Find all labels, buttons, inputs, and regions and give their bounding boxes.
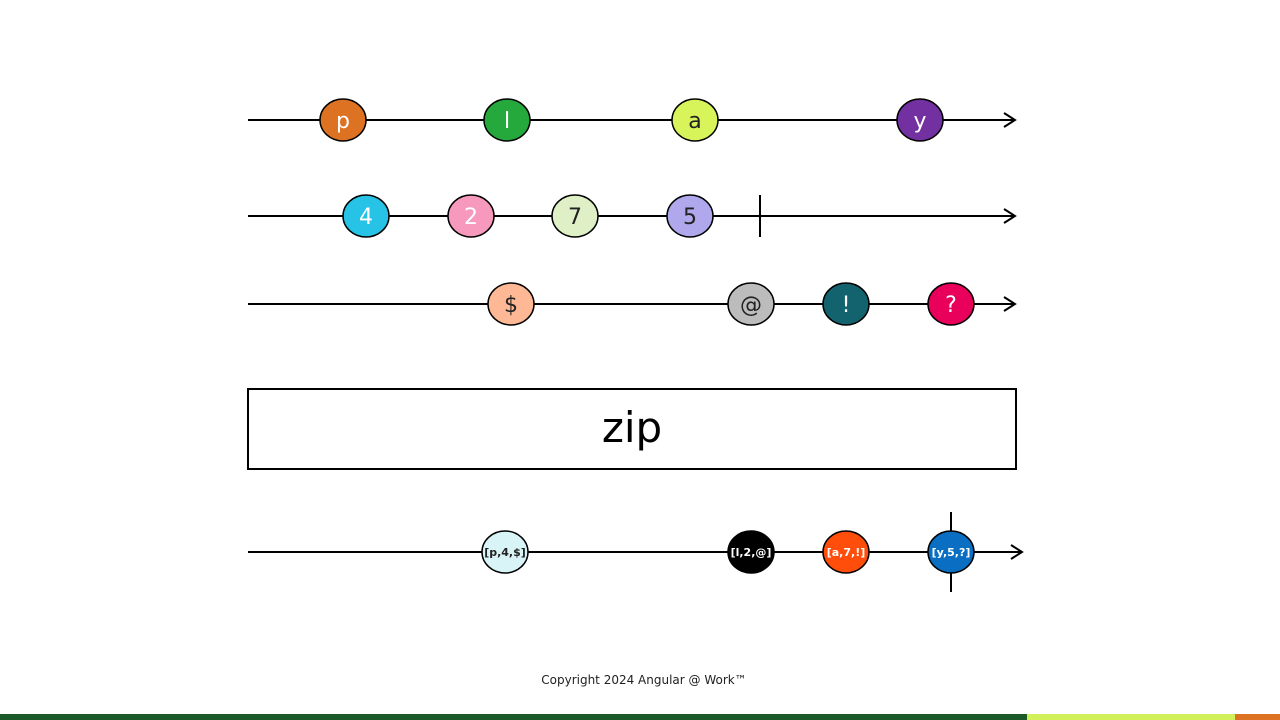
marble: ? (927, 282, 975, 326)
marble-circle (896, 98, 944, 142)
marble-circle (487, 282, 535, 326)
zip-operator-box: zip (247, 388, 1017, 470)
marble-label: 7 (568, 205, 582, 230)
footer-color-bar (0, 714, 1280, 720)
marble-circle (671, 98, 719, 142)
marble-circle (727, 530, 775, 574)
marble-label: $ (504, 293, 518, 318)
footer-bar-green (0, 714, 1027, 720)
marble-label: 2 (464, 205, 478, 230)
marble-circle (822, 530, 870, 574)
stream-input-3: $ @!? (248, 282, 1017, 326)
marble: @ (727, 282, 775, 326)
marble: [p,4,$] (481, 530, 529, 574)
marble-label: @ (740, 293, 762, 318)
marble: $ (487, 282, 535, 326)
marble-label: a (688, 109, 701, 134)
marble: [y,5,?] (927, 530, 975, 574)
marble-label: [p,4,$] (484, 546, 526, 559)
footer-bar-orange (1235, 714, 1280, 720)
marble-circle (551, 194, 599, 238)
operator-label: zip (601, 403, 663, 452)
marble-circle (822, 282, 870, 326)
marble-label: [a,7,!] (827, 546, 866, 559)
copyright-text: Copyright 2024 Angular @ Work™ (541, 673, 747, 687)
marble: a (671, 98, 719, 142)
timeline-arrowhead (1003, 112, 1017, 128)
marble-circle (927, 282, 975, 326)
stream-output: [p,4,$] [l,2,@] [a,7,!] [y,5,?] (248, 512, 1024, 592)
marble-circle (927, 530, 975, 574)
marble-circle (666, 194, 714, 238)
timeline-arrowhead (1010, 544, 1024, 560)
footer-bar-lime (1027, 714, 1235, 720)
marble: 7 (551, 194, 599, 238)
marble-circle (447, 194, 495, 238)
marble: y (896, 98, 944, 142)
marble-label: ? (945, 293, 957, 318)
marble: 2 (447, 194, 495, 238)
marble: 4 (342, 194, 390, 238)
marble-circle (727, 282, 775, 326)
marble: ! (822, 282, 870, 326)
marble: p (319, 98, 367, 142)
timeline-arrowhead (1003, 296, 1017, 312)
marble-circle (342, 194, 390, 238)
marble-label: [y,5,?] (932, 546, 971, 559)
timeline-arrowhead (1003, 208, 1017, 224)
marble-circle (483, 98, 531, 142)
marble-label: 4 (359, 205, 373, 230)
marble: 5 (666, 194, 714, 238)
marble-label: ! (842, 293, 851, 318)
marble-label: l (504, 109, 510, 134)
marble-circle (319, 98, 367, 142)
marble-label: y (913, 109, 926, 134)
marble-circle (481, 530, 529, 574)
stream-input-2: 4 2 7 5 (248, 194, 1017, 238)
marble-label: p (336, 109, 350, 134)
marble-label: 5 (683, 205, 697, 230)
marble-label: [l,2,@] (731, 546, 772, 559)
marble: l (483, 98, 531, 142)
marble: [a,7,!] (822, 530, 870, 574)
marble: [l,2,@] (727, 530, 775, 574)
